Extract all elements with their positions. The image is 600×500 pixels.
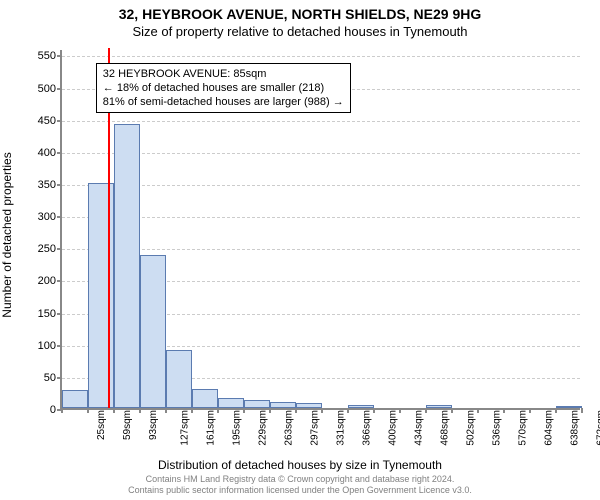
x-tick-label: 331sqm [335,410,346,446]
histogram-bar [192,389,218,408]
y-axis-label: Number of detached properties [0,70,14,235]
x-tick-mark [529,408,531,413]
histogram-bar [88,183,114,408]
x-tick-mark [581,408,583,413]
histogram-bar [426,405,452,408]
x-tick-mark [269,408,271,413]
x-tick-mark [347,408,349,413]
x-tick-mark [217,408,219,413]
y-tick-mark [57,152,62,154]
annotation-box: 32 HEYBROOK AVENUE: 85sqm ← 18% of detac… [96,63,351,114]
y-tick-mark [57,313,62,315]
y-tick-mark [57,377,62,379]
x-tick-mark [399,408,401,413]
x-tick-label: 93sqm [148,410,159,440]
y-tick-label: 450 [38,115,56,127]
y-tick-label: 300 [38,211,56,223]
x-tick-label: 570sqm [518,410,529,446]
x-tick-label: 263sqm [283,410,294,446]
x-tick-label: 366sqm [362,410,373,446]
x-tick-mark [425,408,427,413]
x-tick-label: 195sqm [231,410,242,446]
histogram-bar [348,405,374,408]
histogram-bar [270,402,296,408]
y-tick-label: 50 [44,372,56,384]
histogram-bar [218,398,244,408]
y-tick-mark [57,248,62,250]
x-tick-mark [295,408,297,413]
y-tick-mark [57,120,62,122]
x-tick-label: 297sqm [309,410,320,446]
annotation-line: 32 HEYBROOK AVENUE: 85sqm [103,67,344,81]
x-tick-label: 25sqm [96,410,107,440]
y-tick-label: 0 [50,404,56,416]
y-tick-label: 400 [38,147,56,159]
y-tick-label: 350 [38,179,56,191]
x-tick-label: 400sqm [388,410,399,446]
y-tick-mark [57,88,62,90]
y-tick-mark [57,55,62,57]
y-tick-label: 150 [38,308,56,320]
x-tick-mark [555,408,557,413]
y-tick-label: 500 [38,83,56,95]
histogram-bar [556,406,582,408]
histogram-bar [166,350,192,408]
x-tick-mark [61,408,63,413]
x-tick-mark [139,408,141,413]
x-tick-mark [87,408,89,413]
footer-line: Contains public sector information licen… [0,485,600,496]
y-tick-mark [57,216,62,218]
x-tick-mark [191,408,193,413]
histogram-bar [296,403,323,408]
x-tick-label: 161sqm [205,410,216,446]
y-tick-mark [57,184,62,186]
histogram-bar [62,390,88,408]
y-tick-label: 250 [38,243,56,255]
histogram-bar [140,255,166,408]
chart-footer: Contains HM Land Registry data © Crown c… [0,474,600,496]
x-tick-mark [165,408,167,413]
y-tick-label: 550 [38,50,56,62]
y-tick-mark [57,345,62,347]
x-tick-mark [477,408,479,413]
x-tick-label: 468sqm [440,410,451,446]
grid-line [62,56,580,57]
footer-line: Contains HM Land Registry data © Crown c… [0,474,600,485]
x-tick-mark [321,408,323,413]
annotation-line: 81% of semi-detached houses are larger (… [103,95,344,109]
annotation-line: ← 18% of detached houses are smaller (21… [103,81,344,95]
x-tick-mark [113,408,115,413]
chart-title-sub: Size of property relative to detached ho… [0,24,600,39]
histogram-bar [244,400,270,408]
chart-title-main: 32, HEYBROOK AVENUE, NORTH SHIELDS, NE29… [0,6,600,22]
x-tick-mark [451,408,453,413]
y-tick-mark [57,280,62,282]
grid-line [62,121,580,122]
x-tick-label: 502sqm [466,410,477,446]
x-tick-label: 672sqm [596,410,600,446]
x-tick-label: 229sqm [257,410,268,446]
x-tick-mark [243,408,245,413]
x-tick-mark [373,408,375,413]
x-tick-label: 638sqm [570,410,581,446]
histogram-bar [114,124,140,408]
x-axis-label: Distribution of detached houses by size … [0,458,600,472]
x-tick-label: 59sqm [122,410,133,440]
y-tick-label: 200 [38,275,56,287]
x-tick-label: 127sqm [179,410,190,446]
histogram-chart: 32, HEYBROOK AVENUE, NORTH SHIELDS, NE29… [0,0,600,500]
plot-area: 05010015020025030035040045050055025sqm59… [60,50,580,410]
x-tick-label: 604sqm [544,410,555,446]
x-tick-mark [503,408,505,413]
y-tick-label: 100 [38,340,56,352]
x-tick-label: 536sqm [492,410,503,446]
x-tick-label: 434sqm [414,410,425,446]
